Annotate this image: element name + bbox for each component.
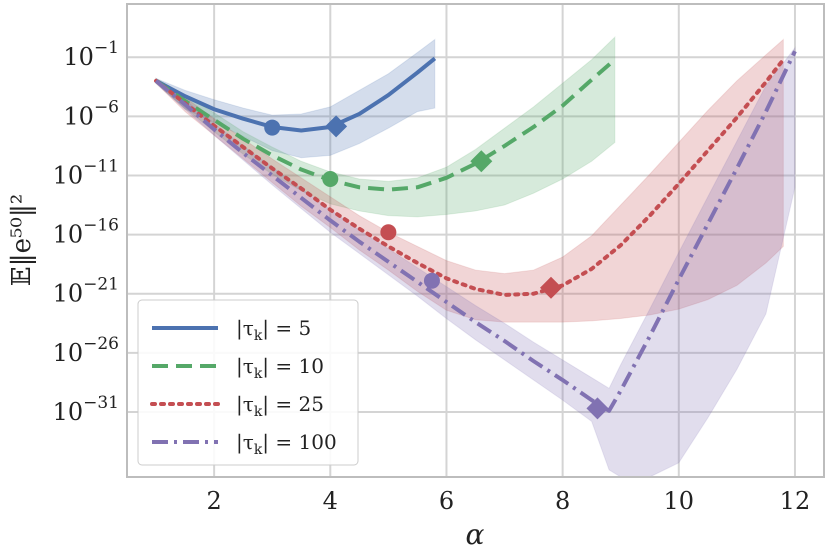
plot-frame (126, 3, 825, 478)
opt-marker-series-4 (586, 397, 609, 420)
opt-marker-series-2 (470, 150, 493, 173)
x-tick-label: 2 (206, 487, 221, 515)
min-marker-series-4 (423, 272, 440, 289)
legend: |τk| = 5 |τk| = 10 |τk| = 25 |τk| = 100 (137, 299, 359, 466)
opt-marker-series-1 (325, 115, 348, 138)
legend-label-series-4: |τk| = 100 (236, 430, 337, 458)
y-tick-label: 10−6 (63, 97, 119, 130)
y-tick-label: 10−16 (53, 216, 119, 249)
y-axis-ticks: 10−1 10−6 10−11 10−16 10−21 10−26 10−31 (53, 38, 119, 426)
y-axis-title: 𝔼‖e⁵⁰‖² (7, 194, 37, 286)
x-tick-label: 4 (323, 487, 338, 515)
series-markers (264, 115, 609, 420)
line-series-4 (154, 50, 797, 413)
series-lines (154, 50, 797, 413)
band-series-4 (155, 46, 796, 478)
line-series-1 (155, 56, 437, 133)
line-series-3 (154, 57, 786, 297)
line-series-2 (154, 58, 617, 192)
legend-label-series-1: |τk| = 5 (236, 316, 311, 344)
min-marker-series-1 (264, 119, 281, 136)
legend-label-series-2: |τk| = 10 (236, 354, 324, 382)
opt-marker-series-3 (540, 276, 563, 299)
min-marker-series-2 (322, 171, 339, 188)
x-axis-ticks: 2 4 6 8 10 12 (206, 487, 810, 515)
y-tick-label: 10−21 (53, 275, 119, 308)
x-tick-label: 8 (555, 487, 570, 515)
band-series-3 (155, 38, 784, 323)
y-tick-label: 10−1 (63, 38, 119, 71)
y-tick-label: 10−11 (53, 156, 119, 189)
x-tick-label: 12 (780, 487, 811, 515)
x-axis-title: α (466, 518, 485, 551)
x-tick-label: 10 (664, 487, 695, 515)
min-marker-series-3 (380, 224, 397, 241)
legend-label-series-3: |τk| = 25 (236, 392, 324, 420)
y-tick-label: 10−26 (53, 334, 119, 367)
band-series-1 (155, 38, 436, 159)
y-tick-label: 10−31 (53, 393, 119, 426)
legend-box (137, 299, 359, 466)
x-tick-label: 6 (439, 487, 454, 515)
